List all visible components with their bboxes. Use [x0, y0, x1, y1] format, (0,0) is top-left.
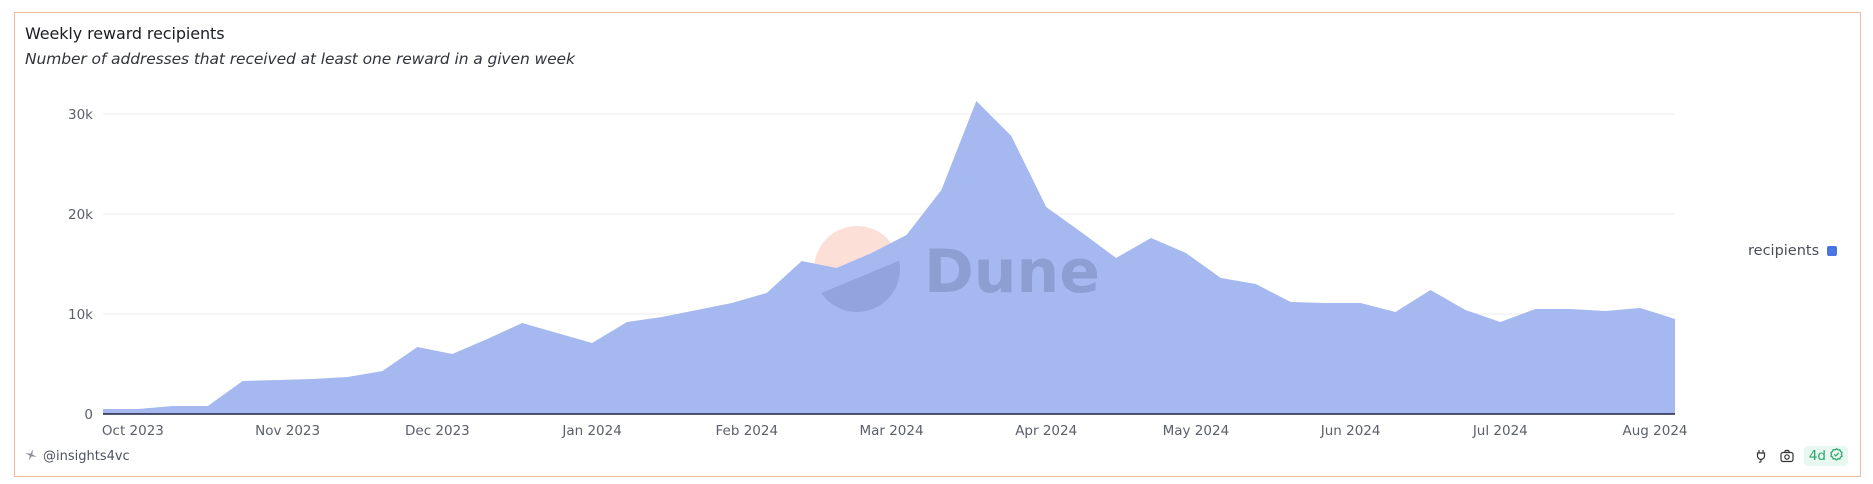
y-tick-label: 0 — [84, 407, 93, 423]
legend-label: recipients — [1748, 243, 1820, 259]
freshness-badge[interactable]: 4d — [1803, 446, 1848, 466]
legend-item-recipients[interactable]: recipients — [1748, 243, 1838, 259]
recipients-area[interactable] — [103, 101, 1675, 414]
y-tick-label: 20k — [68, 207, 93, 223]
x-tick-label: May 2024 — [1163, 423, 1230, 439]
x-tick-label: Jul 2024 — [1472, 423, 1528, 439]
x-tick-label: Nov 2023 — [255, 423, 320, 439]
x-tick-label: Aug 2024 — [1622, 423, 1687, 439]
sparkle-icon — [25, 449, 37, 464]
x-tick-label: Apr 2024 — [1015, 423, 1077, 439]
camera-icon[interactable] — [1778, 447, 1796, 465]
legend-swatch — [1827, 246, 1838, 256]
x-tick-label: Oct 2023 — [102, 423, 164, 439]
y-axis: 0 10k 20k 30k — [68, 107, 93, 423]
dune-wordmark: Dune — [924, 237, 1100, 307]
x-tick-label: Jun 2024 — [1320, 423, 1381, 439]
x-tick-label: Jan 2024 — [561, 423, 621, 439]
check-badge-icon — [1830, 447, 1843, 465]
x-axis: Oct 2023 Nov 2023 Dec 2023 Jan 2024 Feb 2024… — [102, 423, 1688, 439]
y-tick-label: 10k — [68, 307, 93, 323]
freshness-label: 4d — [1808, 448, 1826, 464]
author-credit[interactable]: @insights4vc — [25, 449, 130, 464]
x-tick-label: Feb 2024 — [716, 423, 779, 439]
y-tick-label: 30k — [68, 107, 93, 123]
plug-icon[interactable] — [1752, 447, 1770, 465]
chart-actions: 4d — [1752, 446, 1848, 466]
x-tick-label: Dec 2023 — [405, 423, 470, 439]
author-handle[interactable]: @insights4vc — [43, 449, 130, 464]
chart-subtitle: Number of addresses that received at lea… — [25, 50, 575, 68]
chart-title: Weekly reward recipients — [25, 24, 225, 43]
x-tick-label: Mar 2024 — [859, 423, 923, 439]
